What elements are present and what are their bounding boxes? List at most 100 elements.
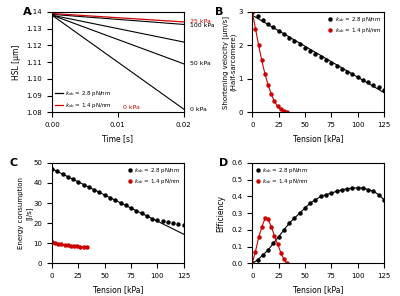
- $k_{xb}$ = 2.8 pN/nm: [176, 222, 181, 226]
- $k_{xb}$ = 2.8 pN/nm: [271, 25, 276, 29]
- $k_{xb}$ = 2.8 pN/nm: [318, 55, 323, 59]
- $k_{xb}$ = 2.8 pN/nm: [376, 86, 381, 89]
- Text: B: B: [215, 7, 224, 17]
- $k_{xb}$ = 2.8 pN/nm: [371, 189, 376, 193]
- $k_{xb}$ = 2.8 pN/nm: [334, 64, 339, 67]
- $k_{xb}$ = 2.8 pN/nm: [255, 14, 260, 18]
- $k_{xb}$ = 2.8 pN/nm: [155, 218, 160, 222]
- Text: 0 kPa: 0 kPa: [190, 107, 207, 112]
- $k_{xb}$ = 2.8 pN/nm: [382, 198, 386, 202]
- $k_{xb}$ = 2.8 pN/nm: [371, 83, 376, 87]
- Line: $k_{xb}$ = 1.4 pN/nm: $k_{xb}$ = 1.4 pN/nm: [50, 241, 88, 248]
- $k_{xb}$ = 1.4 pN/nm: [253, 27, 258, 30]
- $k_{xb}$ = 1.4 pN/nm: [278, 108, 283, 111]
- Line: $k_{xb}$ = 1.4 pN/nm: $k_{xb}$ = 1.4 pN/nm: [251, 217, 288, 265]
- $k_{xb}$ = 1.4 pN/nm: [62, 243, 67, 247]
- $k_{xb}$ = 1.4 pN/nm: [266, 83, 270, 87]
- $k_{xb}$ = 2.8 pN/nm: [276, 29, 281, 33]
- $k_{xb}$ = 2.8 pN/nm: [302, 206, 307, 210]
- $k_{xb}$ = 1.4 pN/nm: [259, 59, 264, 62]
- Legend: $k_{xb}$ = 2.8 pN/nm, $k_{xb}$ = 1.4 pN/nm: $k_{xb}$ = 2.8 pN/nm, $k_{xb}$ = 1.4 pN/…: [127, 165, 181, 186]
- $k_{xb}$ = 2.8 pN/nm: [287, 221, 292, 225]
- $k_{xb}$ = 2.8 pN/nm: [324, 193, 328, 197]
- Y-axis label: Efficiency: Efficiency: [217, 195, 226, 231]
- X-axis label: Time [s]: Time [s]: [102, 134, 133, 143]
- $k_{xb}$ = 1.4 pN/nm: [59, 242, 64, 246]
- $k_{xb}$ = 2.8 pN/nm: [340, 188, 344, 192]
- $k_{xb}$ = 1.4 pN/nm: [266, 217, 270, 221]
- Line: $k_{xb}$ = 1.4 pN/nm: $k_{xb}$ = 1.4 pN/nm: [251, 10, 288, 114]
- $k_{xb}$ = 1.4 pN/nm: [250, 10, 255, 14]
- $k_{xb}$ = 2.8 pN/nm: [329, 191, 334, 195]
- $k_{xb}$ = 2.8 pN/nm: [366, 188, 370, 192]
- $k_{xb}$ = 2.8 pN/nm: [282, 33, 286, 36]
- $k_{xb}$ = 2.8 pN/nm: [276, 235, 281, 238]
- $k_{xb}$ = 1.4 pN/nm: [282, 110, 286, 113]
- $k_{xb}$ = 2.8 pN/nm: [345, 70, 350, 73]
- $k_{xb}$ = 1.4 pN/nm: [250, 262, 255, 265]
- $k_{xb}$ = 1.4 pN/nm: [269, 92, 274, 96]
- Text: 100 kPa: 100 kPa: [190, 23, 215, 28]
- $k_{xb}$ = 1.4 pN/nm: [84, 245, 89, 249]
- $k_{xb}$ = 2.8 pN/nm: [324, 58, 328, 62]
- $k_{xb}$ = 2.8 pN/nm: [313, 198, 318, 202]
- $k_{xb}$ = 2.8 pN/nm: [60, 172, 65, 176]
- $k_{xb}$ = 1.4 pN/nm: [262, 217, 267, 220]
- Y-axis label: Energy consumption
[J/s]: Energy consumption [J/s]: [18, 177, 32, 249]
- $k_{xb}$ = 2.8 pN/nm: [308, 49, 313, 52]
- $k_{xb}$ = 2.8 pN/nm: [71, 178, 76, 181]
- $k_{xb}$ = 1.4 pN/nm: [256, 236, 261, 239]
- X-axis label: Tension [kPa]: Tension [kPa]: [293, 134, 343, 143]
- $k_{xb}$ = 2.8 pN/nm: [287, 36, 292, 40]
- X-axis label: Tension [kPa]: Tension [kPa]: [293, 285, 343, 294]
- $k_{xb}$ = 2.8 pN/nm: [166, 221, 170, 224]
- $k_{xb}$ = 1.4 pN/nm: [259, 226, 264, 229]
- $k_{xb}$ = 2.8 pN/nm: [118, 201, 123, 205]
- Text: D: D: [219, 158, 228, 168]
- $k_{xb}$ = 1.4 pN/nm: [272, 234, 277, 237]
- $k_{xb}$ = 2.8 pN/nm: [350, 186, 355, 190]
- $k_{xb}$ = 1.4 pN/nm: [66, 244, 70, 247]
- $k_{xb}$ = 1.4 pN/nm: [68, 244, 73, 247]
- $k_{xb}$ = 2.8 pN/nm: [55, 170, 60, 173]
- $k_{xb}$ = 2.8 pN/nm: [108, 196, 112, 200]
- $k_{xb}$ = 2.8 pN/nm: [297, 43, 302, 46]
- Text: C: C: [10, 158, 18, 168]
- $k_{xb}$ = 2.8 pN/nm: [144, 214, 149, 218]
- $k_{xb}$ = 2.8 pN/nm: [334, 189, 339, 193]
- $k_{xb}$ = 2.8 pN/nm: [282, 228, 286, 232]
- Text: 25 kPa: 25 kPa: [190, 20, 211, 24]
- Text: 50 kPa: 50 kPa: [190, 61, 211, 66]
- $k_{xb}$ = 2.8 pN/nm: [340, 67, 344, 71]
- $k_{xb}$ = 2.8 pN/nm: [355, 75, 360, 79]
- $k_{xb}$ = 2.8 pN/nm: [97, 191, 102, 194]
- Legend: $k_{xb}$ = 2.8 pN/nm, $k_{xb}$ = 1.4 pN/nm: $k_{xb}$ = 2.8 pN/nm, $k_{xb}$ = 1.4 pN/…: [328, 15, 381, 36]
- $k_{xb}$ = 2.8 pN/nm: [102, 193, 107, 197]
- $k_{xb}$ = 2.8 pN/nm: [86, 185, 91, 189]
- $k_{xb}$ = 2.8 pN/nm: [329, 61, 334, 65]
- $k_{xb}$ = 2.8 pN/nm: [382, 88, 386, 92]
- $k_{xb}$ = 2.8 pN/nm: [123, 204, 128, 207]
- $k_{xb}$ = 2.8 pN/nm: [302, 46, 307, 49]
- $k_{xb}$ = 2.8 pN/nm: [350, 73, 355, 76]
- $k_{xb}$ = 2.8 pN/nm: [250, 262, 255, 265]
- $k_{xb}$ = 2.8 pN/nm: [66, 175, 70, 178]
- Text: A: A: [23, 7, 32, 17]
- $k_{xb}$ = 1.4 pN/nm: [256, 44, 261, 47]
- $k_{xb}$ = 1.4 pN/nm: [53, 241, 58, 245]
- $k_{xb}$ = 1.4 pN/nm: [262, 72, 267, 76]
- $k_{xb}$ = 2.8 pN/nm: [266, 22, 270, 25]
- $k_{xb}$ = 2.8 pN/nm: [50, 167, 54, 170]
- Legend: $k_{xb}$ = 2.8 pN/nm, $k_{xb}$ = 1.4 pN/nm: $k_{xb}$ = 2.8 pN/nm, $k_{xb}$ = 1.4 pN/…: [55, 89, 111, 110]
- $k_{xb}$ = 2.8 pN/nm: [160, 219, 165, 223]
- $k_{xb}$ = 1.4 pN/nm: [75, 244, 80, 248]
- $k_{xb}$ = 1.4 pN/nm: [56, 242, 61, 245]
- Text: 0 kPa: 0 kPa: [123, 105, 140, 110]
- $k_{xb}$ = 1.4 pN/nm: [78, 245, 83, 248]
- Y-axis label: Shortening velocity [μm/s]
(Half-sarcomere): Shortening velocity [μm/s] (Half-sarcome…: [222, 16, 237, 109]
- $k_{xb}$ = 2.8 pN/nm: [292, 216, 297, 220]
- $k_{xb}$ = 2.8 pN/nm: [360, 78, 365, 81]
- $k_{xb}$ = 2.8 pN/nm: [313, 52, 318, 56]
- Legend: $k_{xb}$ = 2.8 pN/nm, $k_{xb}$ = 1.4 pN/nm: $k_{xb}$ = 2.8 pN/nm, $k_{xb}$ = 1.4 pN/…: [255, 165, 309, 186]
- $k_{xb}$ = 2.8 pN/nm: [292, 40, 297, 43]
